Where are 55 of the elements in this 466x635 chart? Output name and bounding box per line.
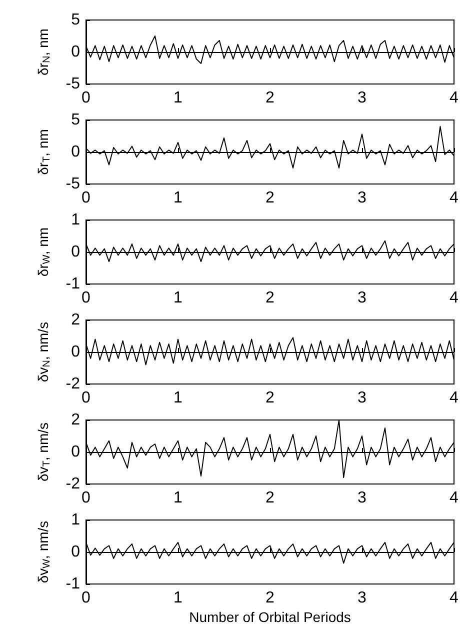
x-tick-label: 2 bbox=[266, 90, 275, 106]
x-tick-label: 4 bbox=[450, 290, 459, 306]
x-tick-label: 4 bbox=[450, 390, 459, 406]
x-tick-label: 3 bbox=[358, 90, 367, 106]
x-tick-label: 2 bbox=[266, 490, 275, 506]
x-tick-label: 1 bbox=[174, 90, 183, 106]
y-tick-label: -5 bbox=[66, 76, 80, 92]
y-tick-label: 2 bbox=[71, 312, 80, 328]
y-tick-label: 0 bbox=[71, 444, 80, 460]
y-tick-label: 1 bbox=[71, 212, 80, 228]
x-tick-label: 4 bbox=[450, 590, 459, 606]
y-tick-label: 0 bbox=[71, 144, 80, 160]
y-tick-label: -1 bbox=[66, 576, 80, 592]
y-axis-title: δvN, nm/s bbox=[35, 322, 52, 382]
y-axis-title: δrW, nm bbox=[35, 227, 52, 277]
x-tick-label: 1 bbox=[174, 590, 183, 606]
x-axis-title: Number of Orbital Periods bbox=[189, 609, 351, 625]
y-tick-label: -5 bbox=[66, 176, 80, 192]
y-tick-label: -2 bbox=[66, 376, 80, 392]
x-tick-label: 2 bbox=[266, 290, 275, 306]
x-tick-label: 0 bbox=[82, 190, 91, 206]
x-tick-label: 2 bbox=[266, 390, 275, 406]
x-tick-label: 1 bbox=[174, 290, 183, 306]
y-tick-label: 0 bbox=[71, 44, 80, 60]
x-tick-label: 3 bbox=[358, 190, 367, 206]
y-axis-title: δrN, nm bbox=[35, 28, 52, 76]
x-tick-label: 0 bbox=[82, 290, 91, 306]
x-tick-label: 0 bbox=[82, 490, 91, 506]
y-tick-label: 5 bbox=[71, 112, 80, 128]
y-axis-title: δvT, nm/s bbox=[35, 422, 52, 482]
y-tick-label: 0 bbox=[71, 544, 80, 560]
y-tick-label: -1 bbox=[66, 276, 80, 292]
x-tick-label: 3 bbox=[358, 590, 367, 606]
x-tick-label: 2 bbox=[266, 190, 275, 206]
x-tick-label: 2 bbox=[266, 590, 275, 606]
x-tick-label: 1 bbox=[174, 490, 183, 506]
y-tick-label: 1 bbox=[71, 512, 80, 528]
x-tick-label: 0 bbox=[82, 390, 91, 406]
x-tick-label: 4 bbox=[450, 90, 459, 106]
y-tick-label: 5 bbox=[71, 12, 80, 28]
x-tick-label: 4 bbox=[450, 190, 459, 206]
x-tick-label: 3 bbox=[358, 290, 367, 306]
y-axis-title: δvW, nm/s bbox=[35, 520, 52, 584]
x-tick-label: 4 bbox=[450, 490, 459, 506]
y-tick-label: -2 bbox=[66, 476, 80, 492]
x-tick-label: 1 bbox=[174, 390, 183, 406]
y-axis-title: δrT, nm bbox=[35, 129, 52, 175]
x-tick-label: 1 bbox=[174, 190, 183, 206]
y-tick-label: 0 bbox=[71, 244, 80, 260]
x-tick-label: 0 bbox=[82, 590, 91, 606]
x-tick-label: 3 bbox=[358, 390, 367, 406]
y-tick-label: 0 bbox=[71, 344, 80, 360]
x-tick-label: 0 bbox=[82, 90, 91, 106]
x-tick-label: 3 bbox=[358, 490, 367, 506]
y-tick-label: 2 bbox=[71, 412, 80, 428]
